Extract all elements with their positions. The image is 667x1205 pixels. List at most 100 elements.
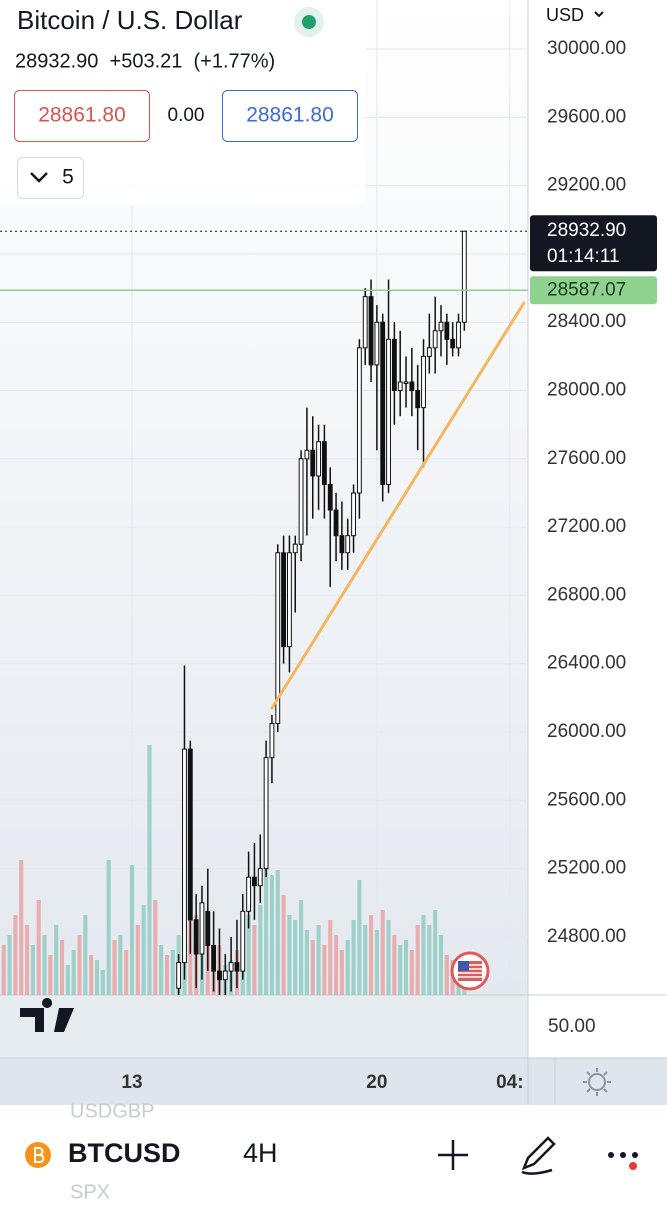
last-price-label: 28932.90 [547,220,626,241]
volume-bar [129,865,135,995]
volume-bar [13,915,18,995]
x-tick-label: 13 [121,1072,142,1093]
collapse-count: 5 [62,166,74,189]
settings-rays [583,1068,611,1096]
volume-bar [427,925,432,995]
price-line-box [530,276,657,305]
candle-body [298,458,304,545]
volume-bar [264,855,269,995]
indicator-pane [0,995,528,1058]
volume-bar [392,935,397,995]
candle-body [205,910,211,946]
sell-button[interactable] [14,90,150,142]
volume-bar [19,860,24,995]
candle-body [234,962,240,972]
volume-bar [345,940,350,995]
coin-glyph [34,1147,45,1163]
candle-body [176,962,182,989]
volume-bar [287,915,292,995]
y-tick-label: 28400.00 [547,311,626,332]
volume-bar [398,945,403,995]
currency-selector[interactable]: USD [546,5,584,25]
y-tick-label: 27200.00 [547,516,626,537]
volume-bar [403,940,409,995]
volume-bar [153,900,158,995]
volume-bar [444,955,449,995]
volume-bar [159,945,164,995]
candle-body [368,296,374,366]
buy-button[interactable] [222,90,358,142]
volume-bar [25,925,30,995]
volume-bar [48,955,53,995]
add-button[interactable] [438,1140,468,1170]
flag-lines [458,964,482,978]
chevron-icon [594,11,604,18]
candle-body [426,347,432,357]
y-tick-label: 25600.00 [547,789,626,810]
countdown-label: 01:14:11 [547,246,620,267]
candle-body [217,970,222,981]
settings-icon[interactable] [588,1073,606,1091]
more-button[interactable] [608,1152,614,1158]
volume-bar [339,950,344,995]
draw-button[interactable] [521,1136,556,1175]
collapse-button[interactable] [17,157,84,199]
candle-body [438,321,444,332]
more-dot [620,1152,626,1158]
volume-bar [357,880,362,995]
candle-body [199,902,205,955]
x-tick-label: 04: [496,1072,523,1093]
candle-body [339,535,345,554]
y-tick-label: 26400.00 [547,653,626,674]
candle-body [333,509,339,537]
candle-body [193,919,199,955]
volume-bar [293,920,298,995]
volume-bar [170,950,175,995]
volume-bar [415,925,420,995]
last-price-box [530,215,657,272]
volume-bar [147,745,152,995]
candle-body [211,944,217,972]
volume-bar [386,920,391,995]
volume-bar [374,930,379,995]
more-dot [632,1152,638,1158]
volume-bar [299,900,304,995]
volume-bar [94,960,100,995]
volume-bar [89,955,94,995]
interval-button[interactable]: 4H [243,1138,278,1168]
volume-bar [421,915,426,995]
y-tick-label: 25200.00 [547,858,626,879]
candle-body [240,910,246,972]
candle-body [351,492,356,537]
volume-bar [380,910,385,995]
candle-body [380,321,386,485]
volume-bar [258,905,263,995]
volume-bar [409,950,414,995]
volume-bar [269,875,274,995]
candle-body [246,876,252,912]
candle-body [397,381,403,392]
sell-price: 28861.80 [38,104,126,127]
candle-body [356,347,362,494]
candle-body [228,962,234,972]
flag-canton [458,961,469,971]
candle-body [269,722,275,759]
y-tick-label: 28000.00 [547,380,626,401]
candle-body [391,338,397,392]
volume-bar [369,915,374,995]
candle-body [310,449,316,477]
notification-dot [629,1162,637,1170]
candle-body [304,449,310,460]
candle-body [263,757,269,870]
volume-bar [118,935,123,995]
logo[interactable] [20,998,74,1032]
candle-body [182,748,187,964]
volume-bar [36,900,41,995]
candle-body [432,330,438,349]
candle-body [386,338,391,485]
volume-bar [433,910,438,995]
candle-body [252,876,257,887]
symbol-button[interactable]: BTCUSD [68,1138,181,1168]
chevron-icon [30,172,48,183]
